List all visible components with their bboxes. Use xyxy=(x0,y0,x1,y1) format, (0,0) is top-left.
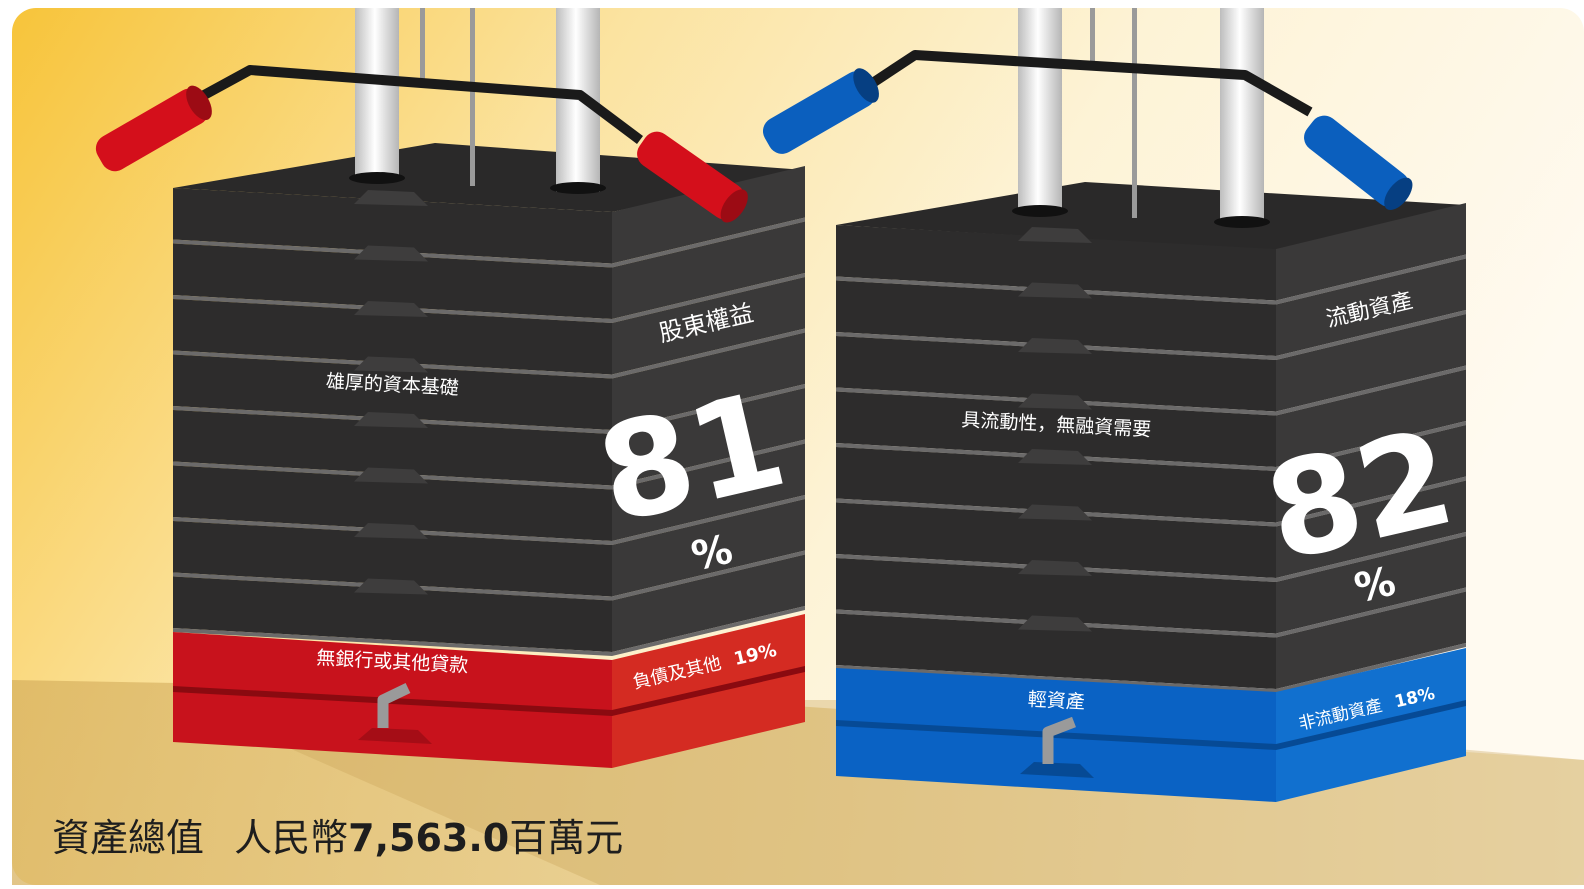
plate-notch xyxy=(1018,393,1092,410)
plate-seam xyxy=(612,550,805,601)
black-plate-side xyxy=(612,554,805,652)
plate-seam xyxy=(1276,421,1466,471)
black-plate-front xyxy=(836,336,1276,412)
black-plate-front xyxy=(836,447,1276,523)
plate-seam xyxy=(1276,587,1466,638)
plate-seam xyxy=(612,217,805,268)
left-handle-grip-2 xyxy=(637,131,748,223)
plate-seam xyxy=(1276,476,1466,527)
black-plate-side xyxy=(1276,369,1466,467)
black-plate-front xyxy=(173,354,612,430)
plate-notch xyxy=(354,300,428,317)
plate-seam xyxy=(612,273,805,323)
black-plate-side xyxy=(612,443,805,541)
left-rod-1 xyxy=(355,8,399,180)
right-bottom-front-label: 輕資產 xyxy=(1027,689,1085,714)
right-handle-grip-1 xyxy=(762,68,879,154)
black-plate-side xyxy=(1276,536,1466,634)
plate-notch xyxy=(354,245,428,262)
black-plate-side xyxy=(612,388,805,486)
black-plate-front xyxy=(836,613,1276,689)
right-weight-stack xyxy=(762,8,1466,802)
black-plate-front xyxy=(173,188,612,264)
black-plate-front xyxy=(836,225,1276,301)
plate-notch xyxy=(1018,504,1092,521)
black-plate-front xyxy=(836,280,1276,356)
black-plate-side xyxy=(1276,425,1466,523)
plate-seam xyxy=(612,495,805,545)
black-plate-side xyxy=(612,221,805,319)
black-plate-side xyxy=(1276,203,1466,301)
black-plate-front xyxy=(836,558,1276,634)
plate-notch xyxy=(1018,282,1092,299)
plate-seam xyxy=(1276,365,1466,416)
right-rod-2 xyxy=(1220,8,1264,224)
black-plate-side xyxy=(1276,591,1466,689)
unit-label: 百萬元 xyxy=(509,816,623,860)
black-plate-front xyxy=(836,502,1276,578)
plate-notch xyxy=(354,467,428,484)
black-plate-front xyxy=(836,391,1276,467)
plate-notch xyxy=(354,356,428,373)
black-plate-front xyxy=(173,410,612,486)
right-rod-1 xyxy=(1018,8,1062,213)
currency-label: 人民幣 xyxy=(234,816,348,860)
plate-notch xyxy=(354,189,428,206)
black-plate-front xyxy=(173,576,612,652)
black-plate-side xyxy=(612,277,805,375)
plate-notch xyxy=(1018,338,1092,354)
plate-notch xyxy=(1018,615,1092,632)
plate-notch xyxy=(1018,449,1092,465)
plate-notch xyxy=(354,411,428,428)
plate-seam xyxy=(173,628,612,656)
right-handle-grip-2 xyxy=(1304,115,1413,211)
total-label: 資產總值 xyxy=(52,816,204,860)
total-assets-caption: 資產總值 人民幣7,563.0百萬元 xyxy=(52,816,623,860)
black-plate-side xyxy=(1276,314,1466,412)
black-plate-front xyxy=(173,521,612,597)
plate-seam xyxy=(1276,254,1466,305)
plate-notch xyxy=(354,522,428,539)
plate-notch xyxy=(1018,227,1092,243)
left-weight-stack xyxy=(95,8,805,768)
plate-notch xyxy=(1018,560,1092,576)
black-plate-side xyxy=(1276,258,1466,356)
black-plate-front xyxy=(173,465,612,541)
plate-seam xyxy=(612,439,805,490)
plate-seam xyxy=(1276,310,1466,360)
total-value: 7,563.0 xyxy=(348,816,509,860)
plate-seam xyxy=(1276,643,1466,693)
black-plate-front xyxy=(173,299,612,375)
plate-notch xyxy=(354,578,428,595)
black-plate-front xyxy=(173,243,612,319)
black-plate-side xyxy=(612,332,805,430)
black-plate-side xyxy=(612,499,805,597)
plate-seam xyxy=(612,328,805,379)
black-plate-side xyxy=(1276,480,1466,578)
left-handle-grip-1 xyxy=(95,85,212,172)
plate-seam xyxy=(1276,532,1466,582)
plate-seam xyxy=(612,384,805,434)
plate-seam xyxy=(612,606,805,656)
black-plate-side xyxy=(612,166,805,264)
